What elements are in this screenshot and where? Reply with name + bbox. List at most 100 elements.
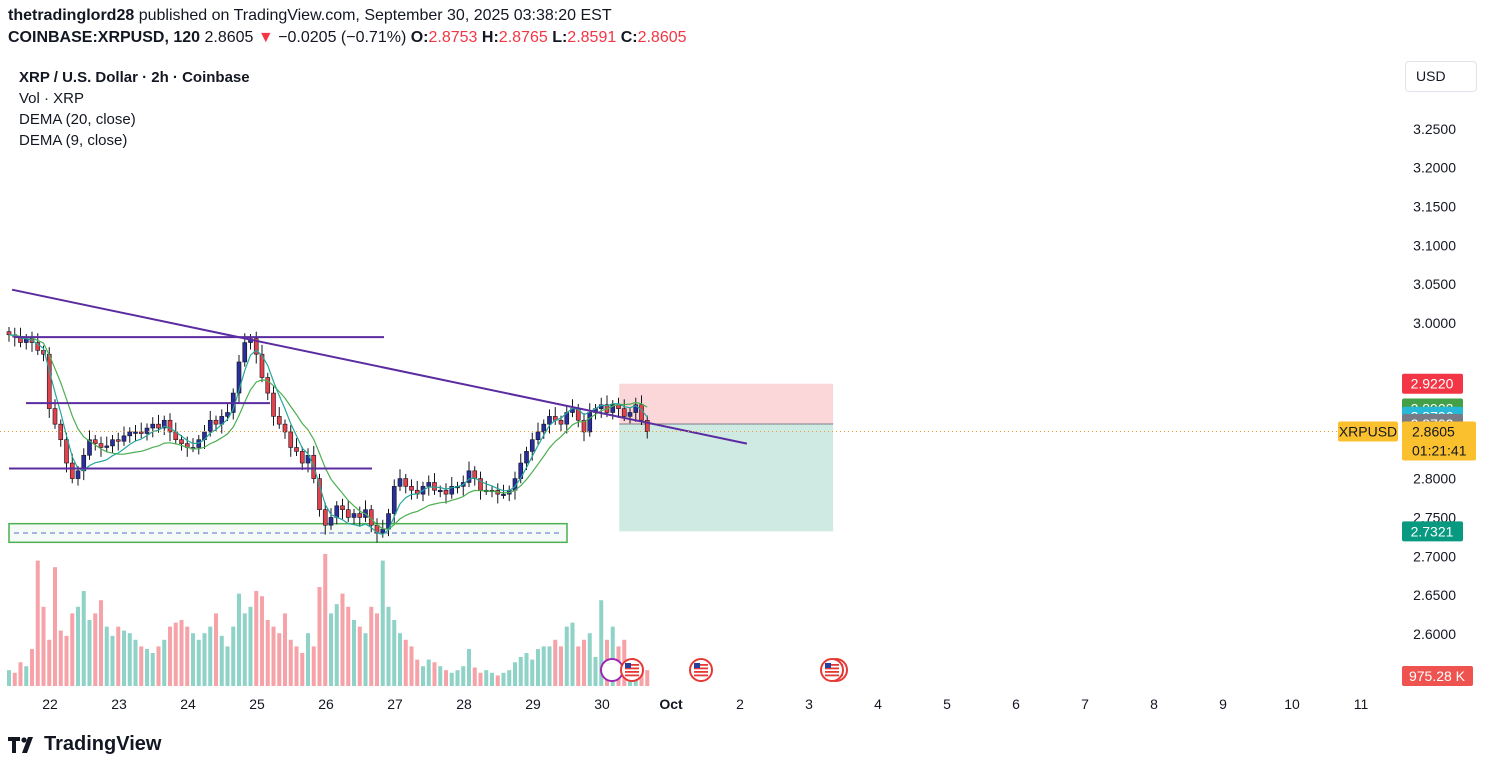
price-change: −0.0205 (−0.71%) (278, 29, 407, 46)
volume-bar (455, 670, 460, 686)
candle-body (253, 338, 259, 355)
chart-legend: XRP / U.S. Dollar · 2h · Coinbase Vol · … (19, 67, 250, 151)
volume-bar (271, 626, 276, 686)
candle-body (322, 509, 328, 526)
volume-bar (81, 590, 86, 686)
dema9-line (8, 334, 648, 536)
brand-name: TradingView (44, 733, 162, 755)
last-price: 2.8605 (204, 29, 254, 46)
volume-bar (104, 626, 109, 686)
author-name[interactable]: thetradinglord28 (8, 7, 135, 24)
candle-body (18, 336, 23, 343)
volume-bar (438, 666, 443, 686)
volume-bar (323, 554, 328, 686)
volume-bar (242, 613, 247, 686)
x-tick-label: 25 (249, 696, 265, 712)
candle-body (242, 342, 248, 363)
y-tick-label: 3.0000 (1413, 315, 1456, 331)
candle-body (265, 377, 271, 394)
countdown-label: 01:21:41 (1412, 443, 1467, 459)
volume-bar (432, 662, 437, 686)
dema20-line (8, 334, 648, 530)
candle-body (598, 404, 604, 409)
candle-body (248, 338, 253, 343)
volume-bar (248, 606, 253, 686)
candle-body (535, 431, 541, 441)
x-tick-label: 6 (1012, 696, 1020, 712)
volume-bar (645, 670, 650, 686)
volume-bar (236, 593, 242, 686)
volume-bar (288, 639, 293, 686)
volume-bar (190, 633, 196, 686)
candle-body (64, 439, 69, 464)
volume-bar (219, 635, 224, 686)
x-tick-label: 30 (594, 696, 610, 712)
candle-body (409, 486, 414, 491)
volume-bar (346, 606, 351, 686)
tradingview-logo[interactable]: TradingView (8, 733, 161, 756)
legend-title[interactable]: XRP / U.S. Dollar · 2h · Coinbase (19, 69, 250, 86)
volume-bar (530, 659, 535, 686)
candle-body (219, 416, 225, 425)
legend-dema20[interactable]: DEMA (20, close) (19, 111, 136, 128)
volume-bar (29, 649, 35, 686)
volume-bar (6, 670, 12, 686)
volume-bar (173, 622, 178, 686)
volume-bar (518, 656, 523, 686)
candle-body (133, 431, 138, 434)
candle-body (294, 447, 299, 452)
volume-bar (501, 672, 506, 686)
volume-bar (317, 587, 322, 686)
legend-volume[interactable]: Vol · XRP (19, 90, 85, 107)
volume-bar (87, 620, 92, 686)
volume-bar (18, 662, 23, 686)
volume-bar (409, 646, 414, 686)
support-box (8, 522, 568, 544)
candle-body (282, 423, 288, 433)
volume-bar (507, 670, 512, 686)
volume-bar (110, 635, 115, 686)
us-flag-event-icon (689, 658, 713, 682)
volume-bar (558, 646, 564, 686)
candle-body (46, 353, 52, 409)
candle-body (317, 478, 322, 510)
legend-dema9[interactable]: DEMA (9, close) (19, 132, 128, 149)
candle-body (104, 445, 110, 448)
candle-body (460, 482, 466, 487)
x-tick-label: 26 (318, 696, 334, 712)
volume-bar (610, 626, 615, 686)
down-arrow-icon: ▼ (257, 29, 274, 46)
volume-bar (167, 626, 173, 686)
volume-bar (587, 633, 592, 686)
volume-bar (24, 666, 29, 686)
x-tick-label: 8 (1150, 696, 1158, 712)
volume-bar (374, 613, 380, 686)
volume-bar (144, 649, 150, 686)
candle-body (98, 443, 104, 448)
price-badge (1402, 414, 1463, 435)
candle-body (587, 412, 593, 433)
candle-body (593, 408, 598, 413)
currency-selector[interactable]: USD (1405, 61, 1477, 92)
volume-bar (443, 670, 449, 686)
candle-body (190, 447, 196, 450)
volume-bar (52, 567, 58, 686)
volume-bar (311, 646, 316, 686)
volume-bar (265, 620, 270, 686)
candle-body (495, 489, 501, 495)
candle-body (35, 342, 41, 351)
volume-bar (461, 666, 466, 686)
publish-line: thetradinglord28 published on TradingVie… (8, 7, 612, 25)
y-tick-label: 3.1500 (1413, 198, 1456, 214)
volume-bar (75, 606, 81, 686)
candle-body (432, 482, 437, 491)
price-badge-label: 2.8702 (1411, 416, 1454, 432)
candle-body (604, 404, 610, 413)
candle-body (524, 451, 529, 464)
high-value: 2.8765 (498, 29, 548, 46)
x-tick-label: 29 (525, 696, 541, 712)
price-badge (1402, 373, 1463, 394)
candle-body (173, 431, 179, 441)
y-tick-label: 3.2500 (1413, 121, 1456, 137)
candle-body (374, 524, 380, 534)
